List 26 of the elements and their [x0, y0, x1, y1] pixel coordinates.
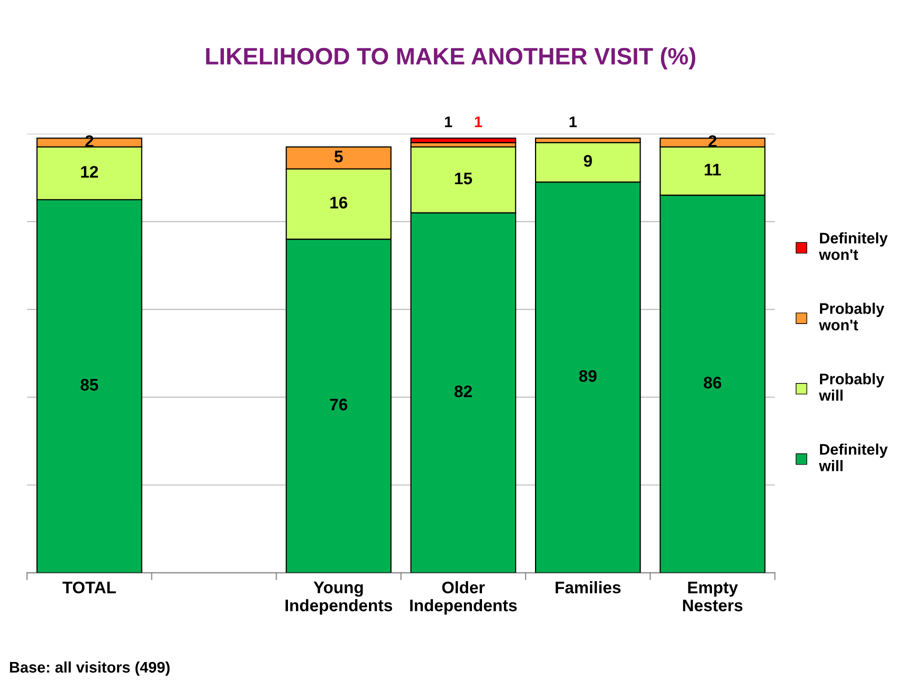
- data-label: 76: [330, 398, 348, 410]
- x-tick-label: TOTAL: [62, 582, 116, 594]
- data-label: 82: [454, 385, 472, 398]
- data-label: 85: [80, 378, 98, 391]
- data-label: 12: [81, 166, 98, 178]
- chart-title: LIKELIHOOD TO MAKE ANOTHER VISIT (%): [206, 47, 696, 70]
- text: Base: all visitors (499): [10, 661, 170, 676]
- x-tick-label: Empty Nesters: [683, 582, 742, 612]
- bar: [410, 138, 516, 144]
- data-label: 5: [334, 150, 343, 162]
- data-label: 1: [570, 116, 577, 128]
- data-label: 9: [584, 154, 592, 167]
- data-label: 86: [704, 376, 722, 388]
- legend-label: Definitely will: [818, 444, 888, 472]
- data-label: 15: [455, 172, 472, 184]
- x-tick-label: Young Independents: [286, 582, 392, 615]
- data-label: 1: [445, 116, 452, 128]
- data-label: 11: [704, 164, 721, 176]
- data-label: 1: [474, 116, 482, 128]
- legend-label: Definitely won't: [818, 232, 888, 260]
- legend-label: Probably will: [818, 373, 884, 401]
- data-label: 89: [579, 370, 597, 382]
- data-label: 16: [330, 196, 348, 208]
- x-tick-label: Older Independents: [410, 581, 517, 615]
- legend-label: Probably won't: [818, 302, 884, 330]
- x-tick-label: Families: [556, 581, 621, 594]
